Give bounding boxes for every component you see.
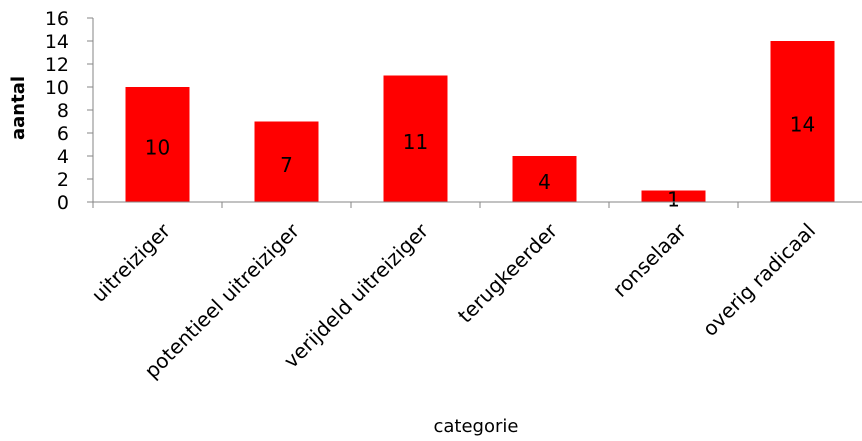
category-label: uitreiziger bbox=[87, 218, 176, 307]
data-label: 4 bbox=[538, 170, 551, 194]
category-label: verijdeld uitreiziger bbox=[279, 218, 434, 373]
bar bbox=[770, 41, 835, 202]
y-tick-label: 6 bbox=[57, 123, 69, 145]
data-label: 10 bbox=[145, 136, 170, 160]
x-axis-title: categorie bbox=[434, 416, 519, 437]
y-tick-label: 16 bbox=[45, 8, 69, 30]
bar bbox=[125, 87, 190, 202]
bar bbox=[641, 190, 706, 202]
category-label: overig radicaal bbox=[698, 219, 820, 341]
bar bbox=[512, 156, 577, 202]
y-tick-label: 8 bbox=[57, 100, 69, 122]
category-label: ronselaar bbox=[608, 218, 692, 302]
bar bbox=[254, 121, 319, 202]
data-label: 14 bbox=[790, 113, 815, 137]
data-label: 7 bbox=[280, 153, 293, 177]
bar bbox=[383, 75, 448, 202]
data-label: 1 bbox=[667, 187, 680, 211]
y-tick-label: 2 bbox=[57, 169, 69, 191]
y-tick-label: 14 bbox=[45, 31, 69, 53]
category-label: terugkeerder bbox=[453, 218, 563, 328]
y-tick-label: 12 bbox=[45, 54, 69, 76]
y-tick-label: 0 bbox=[57, 192, 69, 214]
y-axis-title: aantal bbox=[8, 76, 29, 140]
y-tick-label: 10 bbox=[45, 77, 69, 99]
data-label: 11 bbox=[403, 130, 428, 154]
y-tick-label: 4 bbox=[57, 146, 69, 168]
